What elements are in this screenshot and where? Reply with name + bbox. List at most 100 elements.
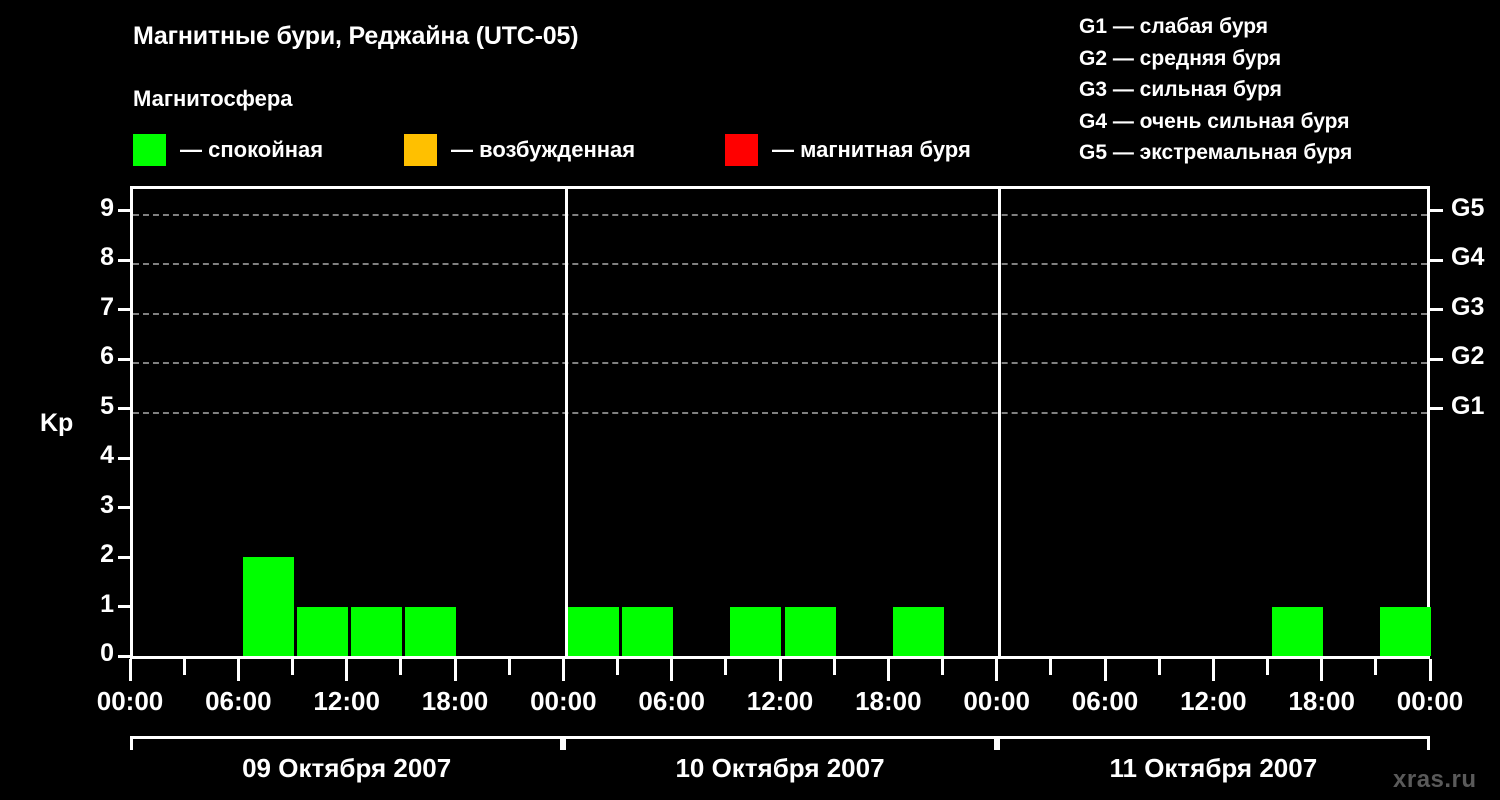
x-tick-label: 06:00 <box>205 686 272 716</box>
y-tick-label-7: 7 <box>100 292 114 321</box>
y-tick-label-3: 3 <box>100 490 114 519</box>
bar <box>567 606 619 656</box>
day-bracket <box>130 736 564 750</box>
g-scale-line-g3: G3 — сильная буря <box>1079 78 1282 101</box>
legend-label-unsettled: — возбужденная <box>451 137 636 162</box>
x-tick-mark <box>1157 659 1161 675</box>
legend-swatch-storm <box>725 134 758 166</box>
y-tick-mark-6 <box>118 357 130 361</box>
bar <box>405 606 457 656</box>
x-tick-mark <box>1266 659 1269 675</box>
x-tick-mark <box>616 659 619 675</box>
x-tick-mark <box>236 659 240 681</box>
x-tick-mark <box>453 659 457 681</box>
x-tick-label: 18:00 <box>855 686 922 716</box>
x-tick-mark <box>1049 659 1053 675</box>
x-tick-label: 12:00 <box>746 686 814 716</box>
legend: — спокойная — возбужденная — магнитная б… <box>133 133 1033 167</box>
x-tick-mark <box>1374 659 1378 675</box>
g-scale-line-g5: G5 — экстремальная буря <box>1079 141 1353 164</box>
legend-item-unsettled: — возбужденная <box>404 133 635 167</box>
x-tick-mark <box>778 659 782 681</box>
x-tick-mark <box>291 659 294 675</box>
y-axis-title: Kp <box>40 409 74 437</box>
gridline-kp-6 <box>133 362 1427 365</box>
g-tick-mark-g5 <box>1430 209 1443 213</box>
y-tick-mark-3 <box>118 506 130 510</box>
g-tick-label-g2: G2 <box>1451 342 1485 371</box>
g-tick-mark-g4 <box>1430 258 1443 262</box>
gridline-kp-8 <box>133 263 1427 266</box>
y-tick-label-9: 9 <box>100 193 114 222</box>
bar <box>730 606 782 656</box>
y-tick-mark-8 <box>118 258 130 262</box>
g-tick-mark-g1 <box>1430 407 1443 411</box>
x-tick-label: 06:00 <box>1071 686 1139 716</box>
x-tick-mark <box>995 659 999 681</box>
x-tick-mark <box>561 659 565 681</box>
y-tick-label-0: 0 <box>100 639 114 667</box>
day-separators <box>133 189 1427 656</box>
x-tick-label: 12:00 <box>1180 686 1247 716</box>
g-tick-label-g1: G1 <box>1451 391 1485 420</box>
gridlines <box>133 189 1427 656</box>
y-tick-label-6: 6 <box>100 342 114 371</box>
bar <box>297 606 349 656</box>
x-tick-mark <box>724 659 728 675</box>
x-tick-mark <box>1103 659 1107 681</box>
legend-label-calm: — спокойная <box>180 137 324 162</box>
bar <box>622 606 674 656</box>
g-tick-mark-g2 <box>1430 357 1443 361</box>
x-tick-label: 06:00 <box>638 686 705 716</box>
x-tick-label: 18:00 <box>421 686 489 716</box>
x-tick-mark <box>507 659 511 675</box>
x-tick-mark <box>886 659 890 681</box>
plot-area <box>130 186 1432 656</box>
day-bracket <box>996 736 1430 750</box>
x-tick-mark <box>670 659 674 681</box>
y-tick-mark-4 <box>118 456 130 460</box>
x-tick-label: 18:00 <box>1288 686 1355 716</box>
x-tick-mark <box>832 659 836 675</box>
y-tick-mark-9 <box>118 209 130 213</box>
x-tick-mark <box>345 659 349 681</box>
y-tick-mark-2 <box>118 555 130 559</box>
g-tick-label-g4: G4 <box>1451 243 1485 272</box>
x-tick-mark <box>399 659 403 675</box>
x-tick-mark <box>1211 659 1215 681</box>
bar <box>242 557 294 656</box>
bar <box>351 606 403 656</box>
watermark: xras.ru <box>1393 766 1477 793</box>
x-tick-mark <box>1320 659 1324 681</box>
y-tick-mark-5 <box>118 407 130 411</box>
legend-swatch-unsettled <box>404 134 437 166</box>
x-tick-label: 12:00 <box>313 686 380 716</box>
y-tick-label-5: 5 <box>100 391 114 420</box>
y-tick-label-1: 1 <box>100 589 114 618</box>
gridline-kp-5 <box>133 411 1427 414</box>
day-separator <box>564 189 568 656</box>
day-label: 10 Октября 2007 <box>675 753 885 783</box>
page-title: Магнитные бури, Реджайна (UTC-05) <box>133 22 579 50</box>
x-tick-mark <box>182 659 186 675</box>
x-tick-mark <box>1428 659 1432 681</box>
g-scale-line-g2: G2 — средняя буря <box>1079 46 1282 70</box>
g-scale-line-g1: G1 — слабая буря <box>1079 15 1269 38</box>
x-axis-line <box>130 656 1430 659</box>
x-tick-label: 00:00 <box>1396 686 1464 716</box>
day-label: 09 Октября 2007 <box>242 753 452 783</box>
gridline-kp-7 <box>133 312 1427 315</box>
legend-label-storm: — магнитная буря <box>772 137 971 162</box>
legend-item-calm: — спокойная <box>133 133 323 167</box>
bar <box>1272 606 1324 656</box>
bars-layer <box>133 189 1432 656</box>
x-tick-label: 00:00 <box>530 686 597 716</box>
y-tick-mark-0 <box>118 654 130 658</box>
bar <box>892 606 944 656</box>
g-tick-mark-g3 <box>1430 308 1443 312</box>
day-label: 11 Октября 2007 <box>1109 753 1318 783</box>
legend-swatch-calm <box>133 134 166 166</box>
g-scale-legend: G1 — слабая буря G2 — средняя буря G3 — … <box>1079 11 1352 169</box>
bar <box>1380 606 1432 656</box>
